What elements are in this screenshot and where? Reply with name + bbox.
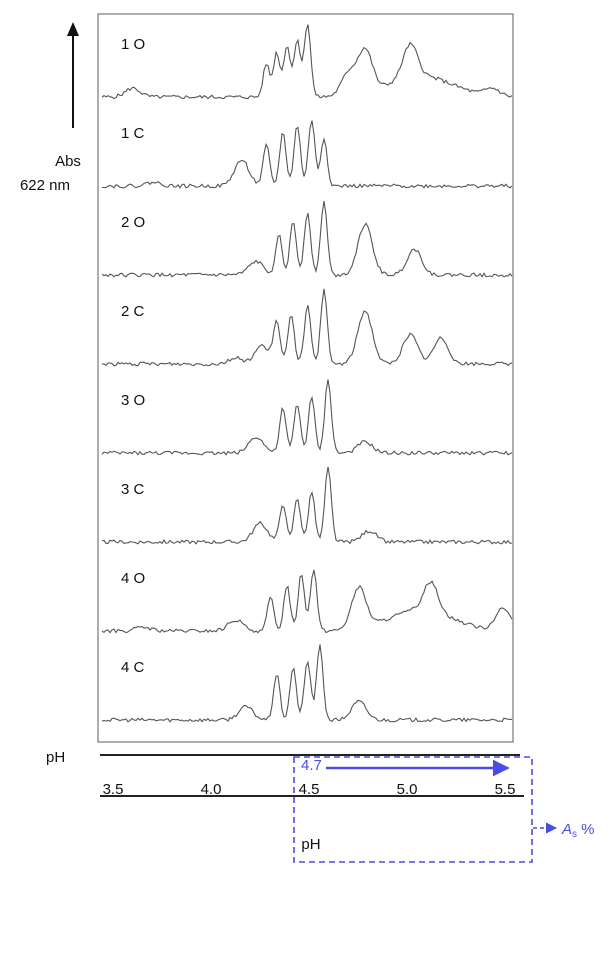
lane-label-2c: 2 C <box>121 303 145 320</box>
lane-label-2o: 2 O <box>121 214 145 231</box>
trace-2c <box>101 288 513 367</box>
x-axis-label-left: pH <box>46 749 65 766</box>
trace-group <box>101 24 513 723</box>
x-tick-label: 5.0 <box>397 781 418 798</box>
lane-label-1c: 1 C <box>121 125 145 142</box>
tick-group: 3.5 4.0 4.5 5.0 5.5 <box>103 781 516 798</box>
x-tick-label: 4.5 <box>299 781 320 798</box>
output-label-suffix: % <box>577 821 595 838</box>
output-label: As % <box>561 821 595 840</box>
x-tick-label: 3.5 <box>103 781 124 798</box>
y-axis-label-line2: 622 nm <box>20 177 70 194</box>
trace-1o <box>101 24 513 100</box>
trace-1c <box>102 120 513 189</box>
lane-label-1o: 1 O <box>121 36 145 53</box>
lane-label-3o: 3 O <box>121 392 145 409</box>
output-label-sub: s <box>572 829 577 840</box>
x-tick-label: 4.0 <box>201 781 222 798</box>
output-label-main: A <box>561 821 572 838</box>
lane-label-group: 1 O 1 C 2 O 2 C 3 O 3 C 4 O 4 C <box>121 36 145 676</box>
y-axis-label-line1: Abs <box>55 153 81 170</box>
x-axis-label: pH <box>301 836 320 853</box>
plot-frame <box>97 13 514 743</box>
y-axis-arrowhead <box>67 22 79 36</box>
selection-start-label: 4.7 <box>301 757 322 774</box>
selection-box <box>293 756 533 863</box>
lane-label-3c: 3 C <box>121 481 145 498</box>
trace-4o <box>101 569 513 634</box>
trace-3o <box>101 379 513 456</box>
x-tick-label: 5.5 <box>495 781 516 798</box>
trace-4c <box>101 644 513 723</box>
trace-3c <box>101 466 513 545</box>
trace-2o <box>101 201 513 278</box>
lane-label-4o: 4 O <box>121 570 145 587</box>
lane-label-4c: 4 C <box>121 659 145 676</box>
